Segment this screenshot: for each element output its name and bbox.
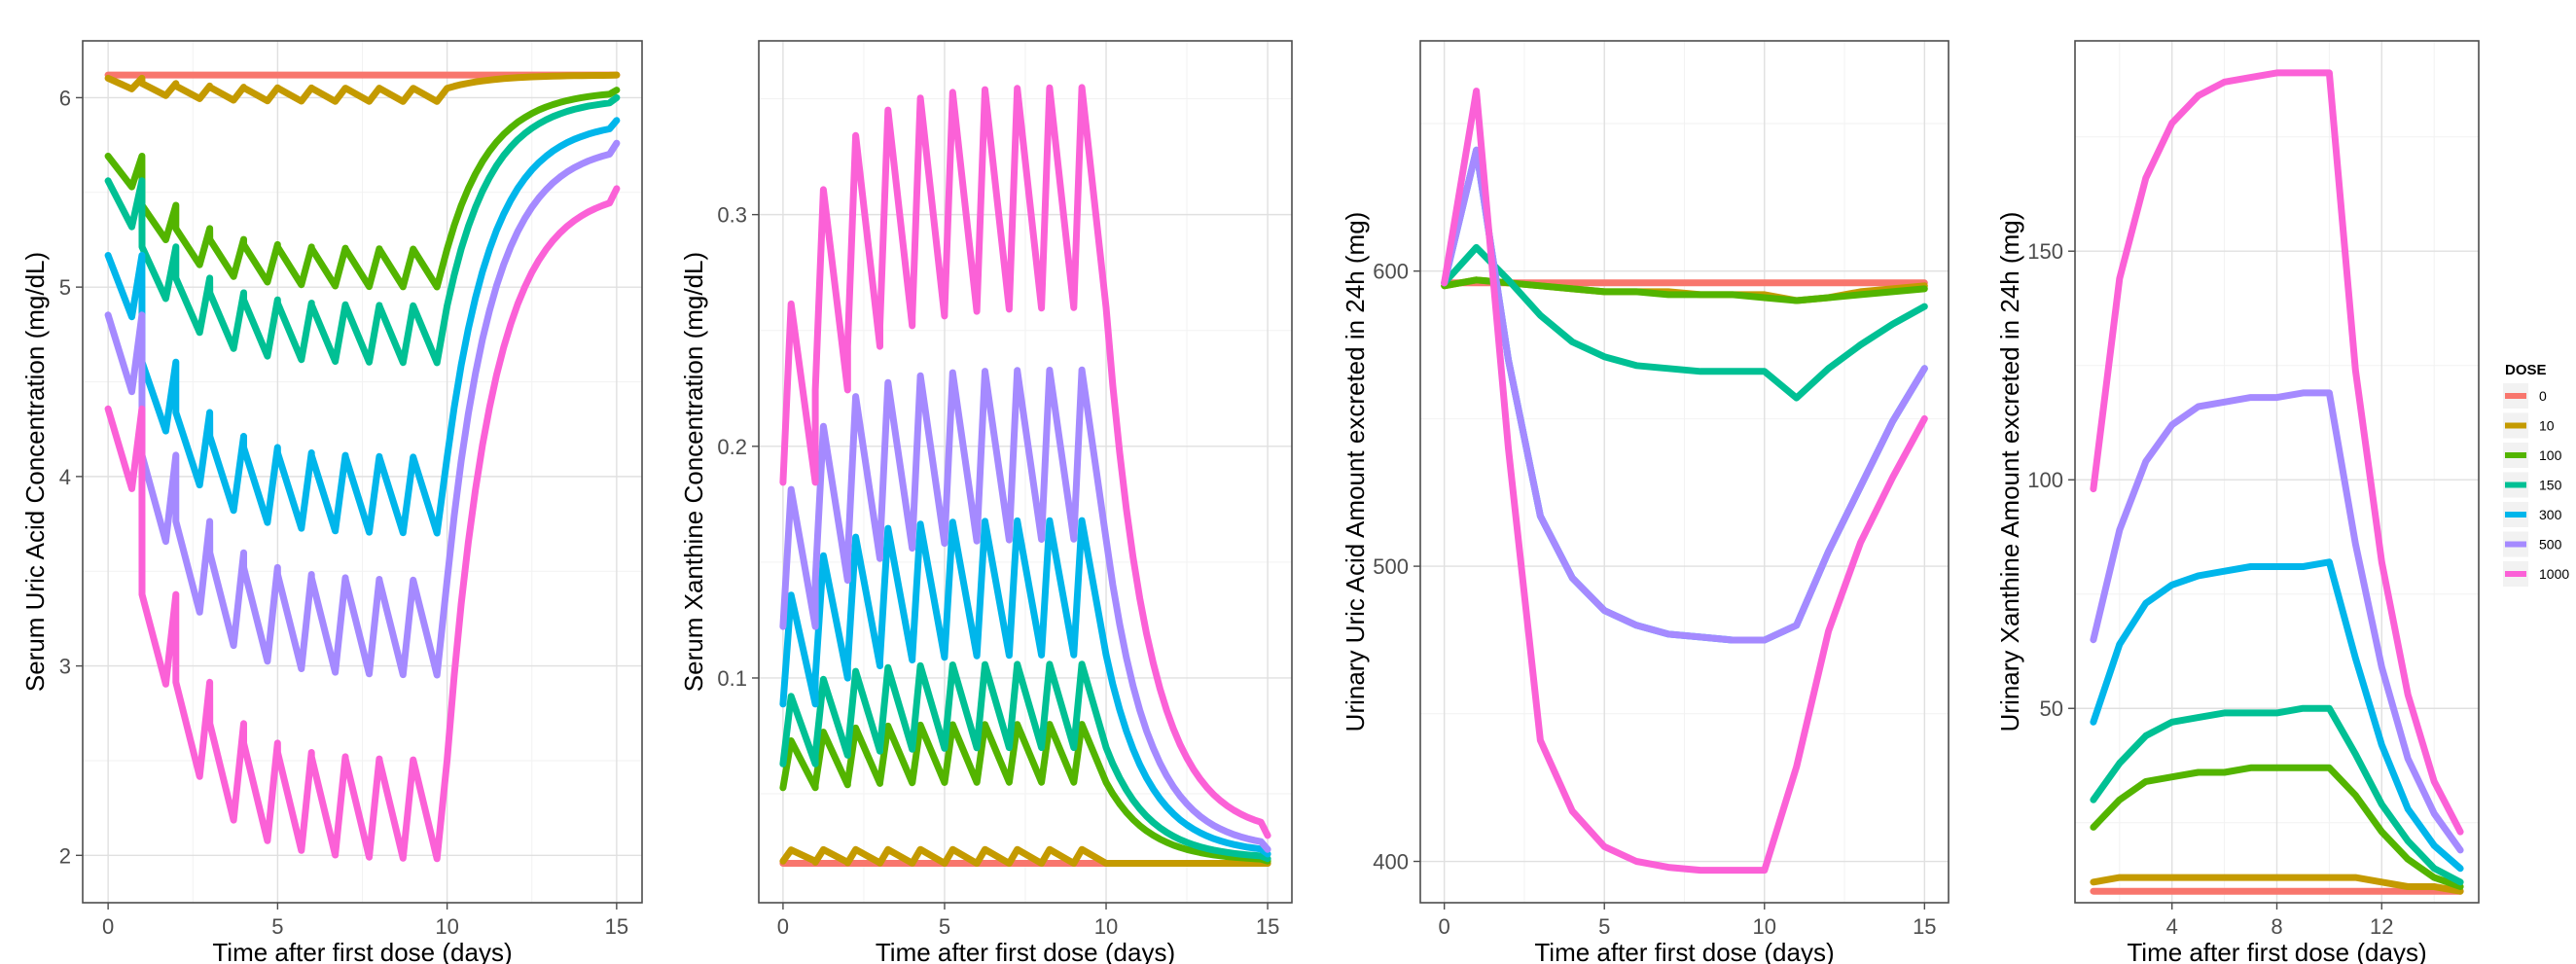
chart-panels: 0 5 10 15 2 3 4 5 6 Time after first dose (days) S… — [20, 40, 2480, 964]
series-line-dose-500 — [779, 366, 1271, 853]
series-line-dose-10 — [779, 845, 1271, 867]
series-line-dose-150 — [2090, 704, 2464, 886]
series-line-dose-100 — [104, 87, 621, 291]
x-tick-label: 10 — [435, 914, 458, 939]
legend-item-dose-500: 500 — [2503, 531, 2562, 557]
x-tick-label: 8 — [2271, 914, 2282, 939]
y-tick-label: 4 — [59, 465, 71, 489]
y-tick-label: 0.3 — [717, 203, 747, 228]
y-axis-title: Urinary Xanthine Amount excreted in 24h … — [1995, 212, 2024, 732]
legend-label: 150 — [2539, 478, 2562, 493]
chart-panel-2: 0 5 10 15 0.1 0.2 0.3 Time after first dose (da… — [679, 40, 1293, 964]
y-axis-title: Urinary Uric Acid Amount excreted in 24h… — [1341, 212, 1370, 732]
x-tick-label: 5 — [939, 914, 950, 939]
series-line-dose-500 — [104, 139, 621, 679]
series-line-dose-1000 — [1441, 88, 1928, 875]
dose-legend: DOSE 0 10 100 150 300 500 1000 — [2503, 362, 2569, 587]
series-group — [2090, 69, 2464, 895]
chart-panel-3: 0 5 10 15 400 500 600 Time after first dose (da… — [1341, 40, 1950, 964]
y-tick-label: 500 — [1373, 554, 1409, 579]
x-tick-label: 5 — [1598, 914, 1610, 939]
panel-border — [758, 40, 1293, 904]
x-tick-label: 0 — [102, 914, 114, 939]
chart-panel-4: 4 8 12 50 100 150 Time after first dose (days)… — [1995, 40, 2480, 964]
x-axis-title: Time after first dose (days) — [212, 938, 512, 964]
legend-item-dose-300: 300 — [2503, 502, 2562, 527]
series-line-dose-1000 — [2090, 69, 2464, 836]
series-group — [779, 84, 1271, 867]
legend-label: 1000 — [2539, 566, 2569, 582]
x-axis-title: Time after first dose (days) — [876, 938, 1175, 964]
chart-panel-1: 0 5 10 15 2 3 4 5 6 Time after first dose (days) S… — [20, 40, 643, 964]
y-tick-label: 5 — [59, 275, 71, 300]
legend-item-dose-10: 10 — [2503, 412, 2555, 439]
series-line-dose-100 — [2090, 764, 2464, 890]
series-group — [104, 71, 621, 863]
x-tick-label: 12 — [2370, 914, 2393, 939]
legend-label: 500 — [2539, 537, 2562, 553]
y-tick-label: 0.1 — [717, 666, 747, 691]
series-line-dose-100 — [779, 721, 1271, 865]
series-line-dose-300 — [104, 117, 621, 537]
y-tick-label: 3 — [59, 655, 71, 679]
series-line-dose-100 — [1441, 276, 1928, 304]
series-line-dose-150 — [1441, 243, 1928, 402]
x-tick-label: 15 — [605, 914, 628, 939]
y-tick-label: 400 — [1373, 850, 1409, 875]
x-tick-label: 10 — [1753, 914, 1776, 939]
legend-label: 0 — [2539, 388, 2547, 404]
y-tick-label: 6 — [59, 86, 71, 110]
y-tick-label: 150 — [2027, 239, 2063, 264]
y-tick-label: 50 — [2040, 696, 2063, 721]
series-line-dose-500 — [2090, 389, 2464, 854]
gridlines — [1420, 41, 1949, 903]
series-line-dose-150 — [779, 661, 1271, 863]
series-line-dose-1000 — [779, 84, 1271, 839]
legend-item-dose-0: 0 — [2503, 383, 2547, 409]
x-tick-label: 4 — [2166, 914, 2178, 939]
x-tick-label: 0 — [777, 914, 789, 939]
legend-title: DOSE — [2505, 362, 2547, 378]
legend-label: 300 — [2539, 507, 2562, 522]
x-tick-label: 0 — [1439, 914, 1450, 939]
series-line-dose-300 — [2090, 558, 2464, 873]
series-line-dose-500 — [1441, 146, 1928, 644]
x-axis-title: Time after first dose (days) — [1534, 938, 1834, 964]
series-group — [1441, 88, 1928, 875]
legend-label: 10 — [2539, 418, 2555, 434]
series-line-dose-10 — [104, 71, 621, 105]
y-tick-label: 600 — [1373, 260, 1409, 284]
series-line-dose-1000 — [104, 185, 621, 863]
x-tick-label: 5 — [271, 914, 283, 939]
series-line-dose-150 — [104, 93, 621, 367]
series-line-dose-10 — [2090, 874, 2464, 895]
legend-label: 100 — [2539, 447, 2562, 463]
panel-border — [1419, 40, 1950, 904]
x-tick-label: 15 — [1913, 914, 1936, 939]
x-tick-label: 10 — [1094, 914, 1118, 939]
y-tick-label: 100 — [2027, 468, 2063, 492]
series-line-dose-300 — [779, 517, 1271, 858]
legend-item-dose-150: 150 — [2503, 472, 2562, 498]
panel-border — [82, 40, 643, 904]
y-tick-label: 0.2 — [717, 435, 747, 459]
x-tick-label: 15 — [1256, 914, 1279, 939]
y-axis-title: Serum Uric Acid Concentration (mg/dL) — [20, 252, 50, 692]
legend-item-dose-100: 100 — [2503, 443, 2562, 468]
x-axis-title: Time after first dose (days) — [2127, 938, 2426, 964]
y-axis-title: Serum Xanthine Concentration (mg/dL) — [679, 252, 708, 692]
gridlines — [2075, 41, 2479, 903]
legend-item-dose-1000: 1000 — [2503, 561, 2569, 587]
y-tick-label: 2 — [59, 843, 71, 868]
